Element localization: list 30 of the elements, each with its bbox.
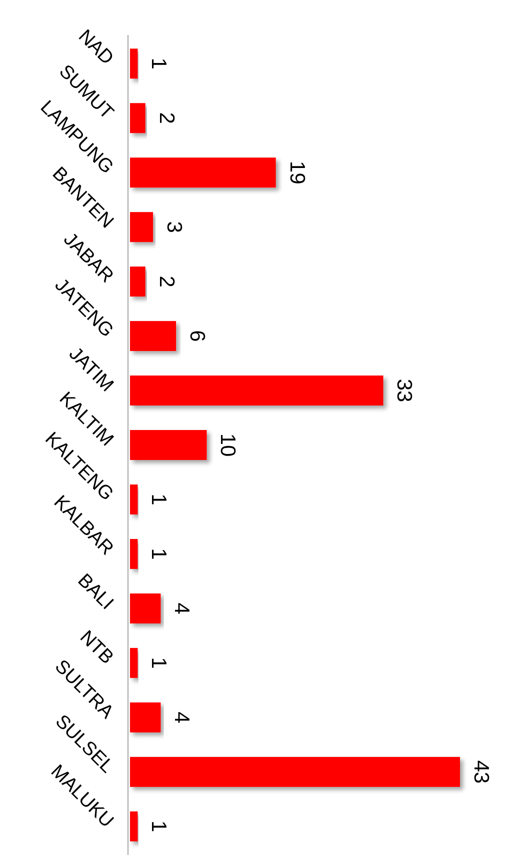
bar — [130, 266, 146, 297]
data-label: 4 — [170, 712, 194, 724]
bar — [130, 648, 138, 678]
bar — [130, 593, 161, 624]
data-label: 43 — [469, 760, 492, 784]
data-label: 2 — [154, 276, 178, 288]
bar — [130, 321, 176, 352]
data-label: 3 — [162, 221, 186, 233]
data-label: 1 — [147, 657, 170, 669]
bar — [130, 212, 154, 242]
bar — [130, 756, 460, 787]
bar — [130, 376, 384, 406]
bar — [130, 484, 138, 514]
data-label: 6 — [186, 330, 208, 342]
bar — [130, 430, 207, 460]
bar — [130, 811, 138, 842]
data-label: 33 — [392, 378, 416, 402]
data-label: 1 — [147, 820, 170, 832]
data-label: 19 — [285, 160, 308, 184]
data-label: 2 — [154, 112, 178, 124]
data-label: 4 — [170, 602, 194, 615]
bar — [130, 48, 138, 79]
data-label: 1 — [147, 58, 170, 70]
data-label: 10 — [216, 433, 240, 457]
bar — [130, 158, 276, 188]
data-label: 1 — [147, 548, 170, 560]
bar — [130, 103, 146, 134]
bar — [130, 702, 161, 732]
data-label: 1 — [147, 494, 170, 506]
bar — [130, 538, 138, 569]
